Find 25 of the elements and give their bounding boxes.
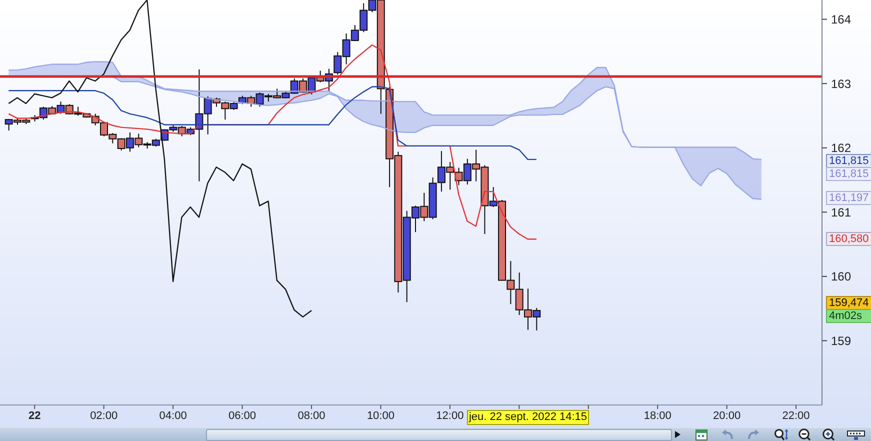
text: 159,474: [826, 296, 871, 310]
x-tick-label: 20:00: [713, 410, 741, 422]
line-series: [8, 86, 538, 160]
y-tick-label: 161: [831, 205, 852, 220]
x-tick-label: 02:00: [90, 410, 118, 422]
x-tick-label: 08:00: [298, 410, 326, 422]
text: 4m02s: [826, 309, 871, 323]
x-tick-label: 04:00: [159, 410, 187, 422]
x-tick-label: 10:00: [366, 410, 394, 422]
text: 161,815: [826, 154, 871, 168]
y-tick-label: 162: [831, 141, 852, 156]
y-tick-label: 160: [831, 270, 852, 284]
text: 161,197: [826, 191, 871, 205]
y-tick-label: 159: [831, 334, 852, 348]
y-tick-label: 164: [831, 12, 852, 27]
text: 160,580: [826, 232, 871, 246]
text: 161,815: [826, 167, 871, 181]
x-tick-label: 18:00: [644, 410, 672, 422]
x-tick-label: 22: [28, 410, 41, 422]
x-tick-label: 06:00: [228, 410, 256, 422]
text: jeu. 22 sept. 2022 14:15: [466, 410, 590, 425]
x-tick-label: 22:00: [782, 410, 810, 422]
line-series: [8, 0, 312, 318]
x-tick-label: 12:00: [436, 410, 464, 422]
y-tick-label: 163: [831, 76, 852, 91]
